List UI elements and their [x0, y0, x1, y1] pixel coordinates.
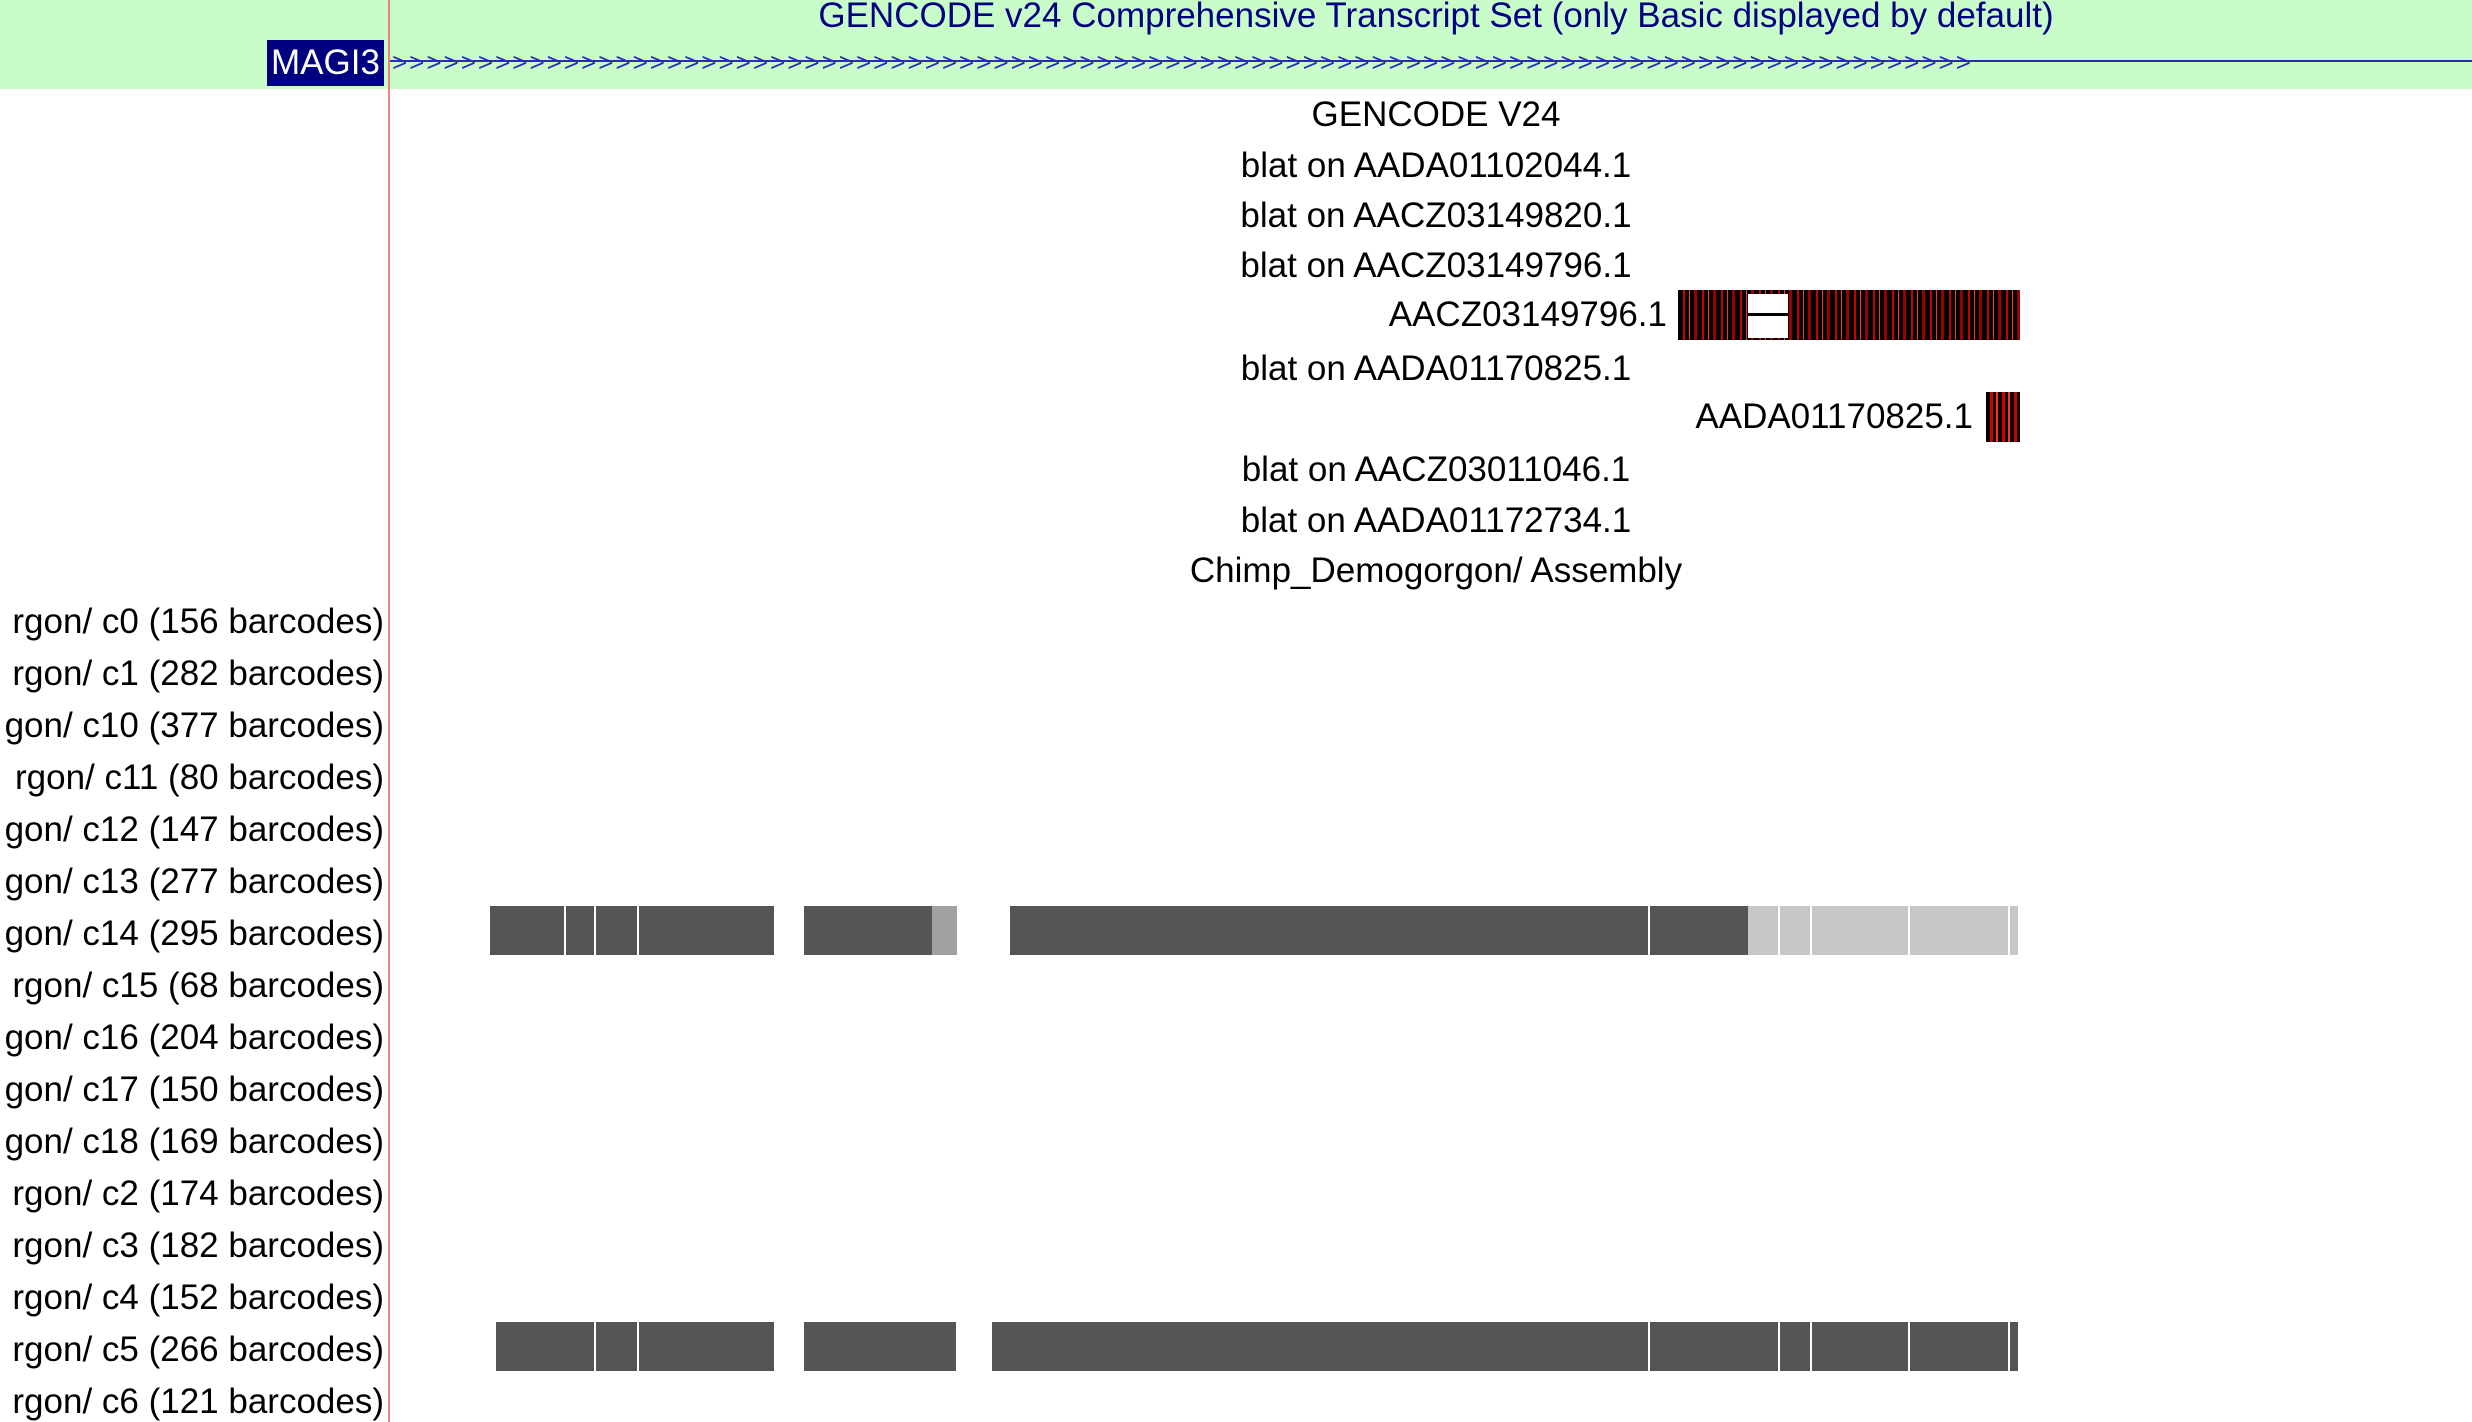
gencode-track-band[interactable]	[0, 0, 2472, 89]
alignment-gap	[1748, 313, 1788, 316]
block-separator	[1810, 906, 1812, 955]
block-separator	[637, 1322, 639, 1371]
block-separator	[594, 906, 596, 955]
gencode-track-title[interactable]: GENCODE v24 Comprehensive Transcript Set…	[818, 0, 2054, 35]
block-separator	[1778, 1322, 1780, 1371]
alignment-aada01170825[interactable]	[1986, 392, 2020, 442]
block-separator	[637, 906, 639, 955]
block-separator	[1778, 906, 1780, 955]
coverage-block[interactable]	[992, 1322, 2018, 1371]
cluster-label-c11[interactable]: rgon/ c11 (80 barcodes)	[14, 758, 384, 797]
item-label-aacz03149796[interactable]: AACZ03149796.1	[1388, 295, 1667, 334]
track-label-blat-aada01170825[interactable]: blat on AADA01170825.1	[1240, 349, 1632, 388]
track-label-blat-aada01172734[interactable]: blat on AADA01172734.1	[1240, 501, 1632, 540]
cluster-label-c13[interactable]: gon/ c13 (277 barcodes)	[4, 862, 384, 901]
cluster-label-c1[interactable]: rgon/ c1 (282 barcodes)	[12, 654, 384, 693]
cluster-label-c12[interactable]: gon/ c12 (147 barcodes)	[4, 810, 384, 849]
coverage-block[interactable]	[496, 1322, 774, 1371]
cluster-label-c16[interactable]: gon/ c16 (204 barcodes)	[4, 1018, 384, 1057]
coverage-block[interactable]	[932, 906, 957, 955]
track-label-gencode-v24[interactable]: GENCODE V24	[1311, 95, 1561, 134]
cluster-label-c17[interactable]: gon/ c17 (150 barcodes)	[4, 1070, 384, 1109]
alignment-gap-fill	[1748, 294, 1788, 313]
track-label-blat-aada01102044[interactable]: blat on AADA01102044.1	[1240, 146, 1632, 185]
label-column-divider	[388, 0, 390, 1422]
magi3-gene-label[interactable]: MAGI3	[267, 40, 384, 86]
coverage-block[interactable]	[1748, 906, 2018, 955]
cluster-label-c0[interactable]: rgon/ c0 (156 barcodes)	[12, 602, 384, 641]
cluster-label-c14[interactable]: gon/ c14 (295 barcodes)	[4, 914, 384, 953]
cluster-label-c3[interactable]: rgon/ c3 (182 barcodes)	[12, 1226, 384, 1265]
cluster-label-c5[interactable]: rgon/ c5 (266 barcodes)	[12, 1330, 384, 1369]
coverage-block[interactable]	[1010, 906, 1748, 955]
block-separator	[1908, 906, 1910, 955]
coverage-block[interactable]	[804, 1322, 956, 1371]
item-label-aada01170825[interactable]: AADA01170825.1	[1695, 397, 1973, 436]
cluster-label-c18[interactable]: gon/ c18 (169 barcodes)	[4, 1122, 384, 1161]
alignment-gap-fill	[1748, 316, 1788, 338]
cluster-label-c10[interactable]: gon/ c10 (377 barcodes)	[4, 706, 384, 745]
alignment-aacz03149796[interactable]	[1678, 290, 2020, 340]
cluster-label-c6[interactable]: rgon/ c6 (121 barcodes)	[12, 1382, 384, 1421]
block-separator	[1810, 1322, 1812, 1371]
coverage-block[interactable]	[804, 906, 932, 955]
magi3-gene-line[interactable]	[390, 60, 2472, 62]
cluster-label-c2[interactable]: rgon/ c2 (174 barcodes)	[12, 1174, 384, 1213]
cluster-label-c4[interactable]: rgon/ c4 (152 barcodes)	[12, 1278, 384, 1317]
cluster-label-c15[interactable]: rgon/ c15 (68 barcodes)	[12, 966, 384, 1005]
track-label-blat-aacz03149796[interactable]: blat on AACZ03149796.1	[1240, 246, 1632, 285]
block-separator	[594, 1322, 596, 1371]
track-label-chimp-assembly[interactable]: Chimp_Demogorgon/ Assembly	[1189, 551, 1683, 590]
block-separator	[564, 906, 566, 955]
track-label-blat-aacz03149820[interactable]: blat on AACZ03149820.1	[1240, 196, 1632, 235]
coverage-block[interactable]	[490, 906, 774, 955]
block-separator	[1908, 1322, 1910, 1371]
strand-arrows: >>>>>>>>>>>>>>>>>>>>>>>>>>>>>>>>>>>>>>>>…	[392, 47, 1973, 77]
block-separator	[2008, 906, 2010, 955]
block-separator	[2008, 1322, 2010, 1371]
block-separator	[1648, 1322, 1650, 1371]
track-label-blat-aacz03011046[interactable]: blat on AACZ03011046.1	[1241, 450, 1631, 489]
block-separator	[1648, 906, 1650, 955]
